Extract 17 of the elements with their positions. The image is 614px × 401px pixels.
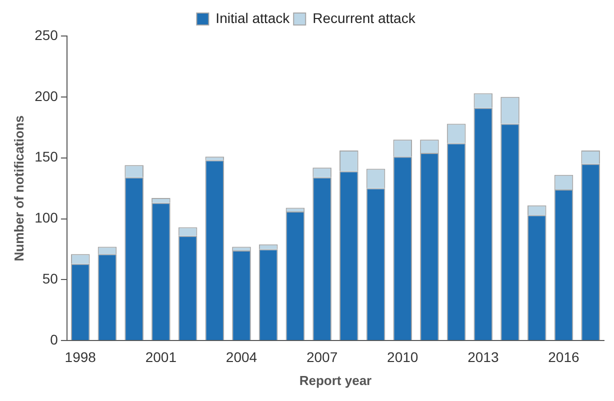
y-tick-label: 100 bbox=[34, 210, 58, 226]
y-tick-label: 0 bbox=[50, 331, 58, 348]
legend-label: Recurrent attack bbox=[312, 10, 416, 26]
y-tick-label: 250 bbox=[34, 26, 58, 43]
x-tick-label: 1998 bbox=[64, 348, 96, 365]
x-tick-label: 2010 bbox=[387, 348, 418, 365]
x-tick-label: 2004 bbox=[226, 348, 258, 365]
x-tick-label: 2007 bbox=[306, 348, 338, 365]
y-tick-label: 200 bbox=[34, 88, 58, 104]
x-axis-title: Report year bbox=[299, 372, 372, 388]
x-tick-label: 2001 bbox=[145, 348, 177, 365]
x-tick-label: 2013 bbox=[468, 348, 499, 365]
x-tick-label: 2016 bbox=[548, 348, 580, 365]
y-tick-label: 50 bbox=[42, 270, 58, 287]
y-axis-title: Number of notifications bbox=[11, 115, 26, 262]
legend-label: Initial attack bbox=[216, 10, 291, 26]
y-tick-label: 150 bbox=[34, 148, 58, 165]
